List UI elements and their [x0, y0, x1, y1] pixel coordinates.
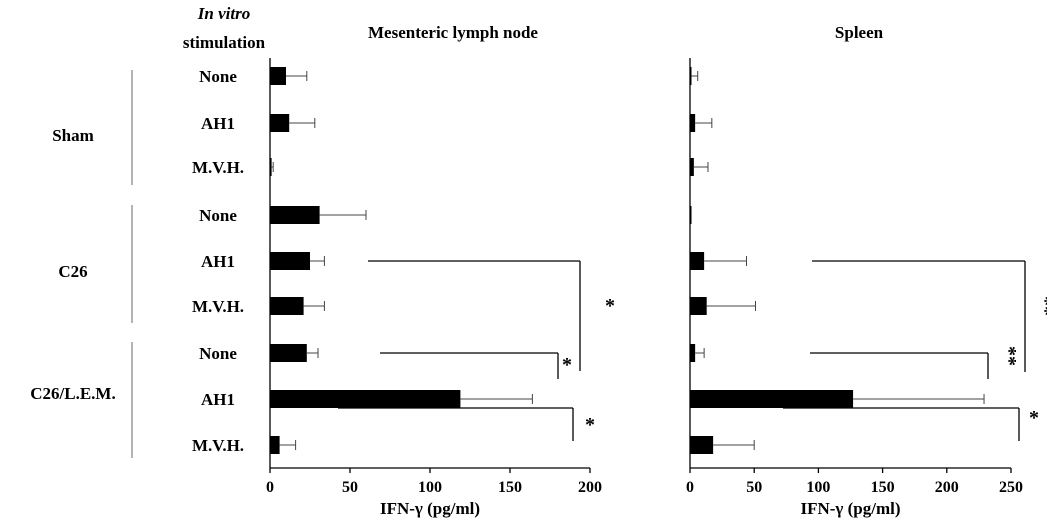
x-tick-label: 100	[806, 479, 830, 496]
condition-label: None	[199, 206, 237, 225]
bar	[270, 344, 307, 362]
condition-label: AH1	[201, 114, 235, 133]
x-tick-label: 150	[498, 479, 522, 496]
bar	[690, 67, 692, 85]
row-labels: In vitro stimulation None AH1 M.V.H. None AH…	[30, 4, 266, 458]
bar	[690, 297, 707, 315]
bar	[690, 436, 714, 454]
stimulation-header-line1: In vitro	[197, 4, 250, 23]
condition-label: M.V.H.	[192, 436, 244, 455]
x-tick-label: 50	[746, 479, 762, 496]
condition-label: M.V.H.	[192, 158, 244, 177]
bar	[690, 390, 854, 408]
group-label: C26/L.E.M.	[30, 384, 115, 403]
x-tick-label: 0	[266, 479, 274, 496]
condition-label: AH1	[201, 390, 235, 409]
bar	[690, 344, 696, 362]
x-tick-label: 250	[999, 479, 1023, 496]
bar	[270, 297, 304, 315]
condition-label: AH1	[201, 252, 235, 271]
stimulation-header-line2: stimulation	[183, 33, 266, 52]
bar	[270, 206, 320, 224]
bar	[690, 158, 694, 176]
chart-title: Spleen	[835, 23, 884, 42]
x-axis-label: IFN-γ (pg/ml)	[380, 499, 480, 518]
x-tick-label: 100	[418, 479, 442, 496]
x-tick-label: 50	[342, 479, 358, 496]
chart-title: Mesenteric lymph node	[368, 23, 538, 42]
significance-marker: *	[1029, 407, 1039, 429]
significance-marker: **	[1034, 296, 1047, 316]
bar	[690, 206, 692, 224]
condition-label: None	[199, 67, 237, 86]
condition-label: None	[199, 344, 237, 363]
group-label: Sham	[52, 126, 94, 145]
significance-marker: *	[585, 414, 595, 436]
x-axis-label: IFN-γ (pg/ml)	[800, 499, 900, 518]
x-tick-label: 0	[686, 479, 694, 496]
group-label: C26	[58, 262, 87, 281]
bar	[270, 158, 272, 176]
x-tick-label: 200	[935, 479, 959, 496]
bar	[270, 252, 310, 270]
significance-marker: **	[998, 346, 1020, 366]
x-tick-label: 200	[578, 479, 602, 496]
bar	[270, 390, 461, 408]
x-tick-label: 150	[871, 479, 895, 496]
significance-marker: *	[562, 354, 572, 376]
bar	[690, 114, 696, 132]
bar	[270, 67, 286, 85]
bar	[270, 436, 280, 454]
condition-label: M.V.H.	[192, 297, 244, 316]
bar	[690, 252, 705, 270]
panel-mesenteric-lymph-node: Mesenteric lymph node 0 50 100 150 200 IFN-γ (…	[266, 23, 615, 518]
bar	[270, 114, 290, 132]
significance-marker: *	[605, 295, 615, 317]
